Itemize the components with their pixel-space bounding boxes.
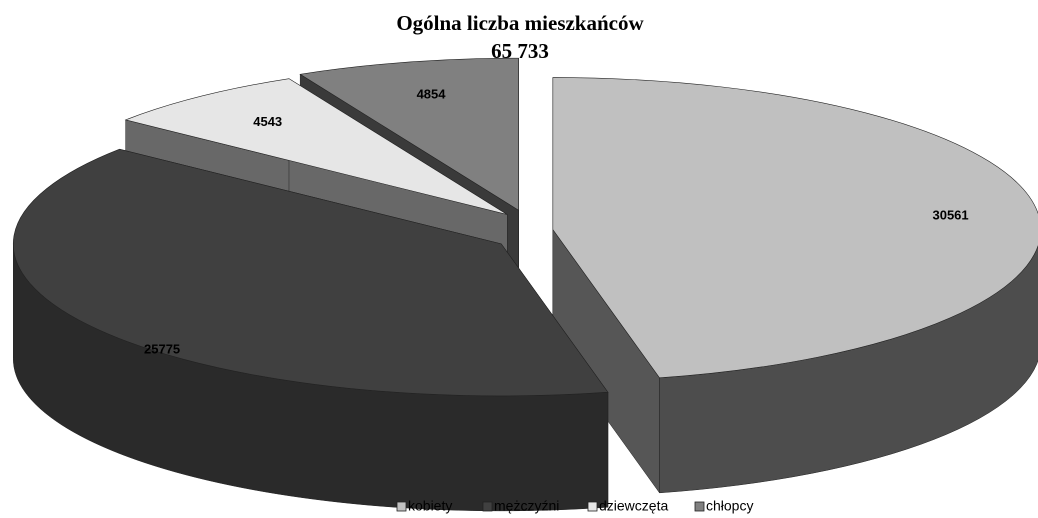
slice [299, 57, 519, 211]
legend-label: chłopcy [706, 498, 753, 514]
slice [124, 78, 508, 215]
data-label: 4543 [253, 114, 282, 129]
legend-label: mężczyźni [494, 498, 559, 514]
legend-swatch [396, 501, 407, 512]
data-label: 25775 [144, 341, 180, 356]
legend-label: dziewczęta [599, 498, 668, 514]
legend-swatch [482, 501, 493, 512]
slice [12, 148, 609, 397]
legend-label: kobiety [408, 498, 452, 514]
data-label: 30561 [932, 207, 968, 222]
legend-swatch [694, 501, 705, 512]
chart-title: Ogólna liczba mieszkańców [396, 11, 644, 35]
data-label: 4854 [417, 86, 447, 101]
pie [12, 57, 1038, 512]
legend-swatch [587, 501, 598, 512]
